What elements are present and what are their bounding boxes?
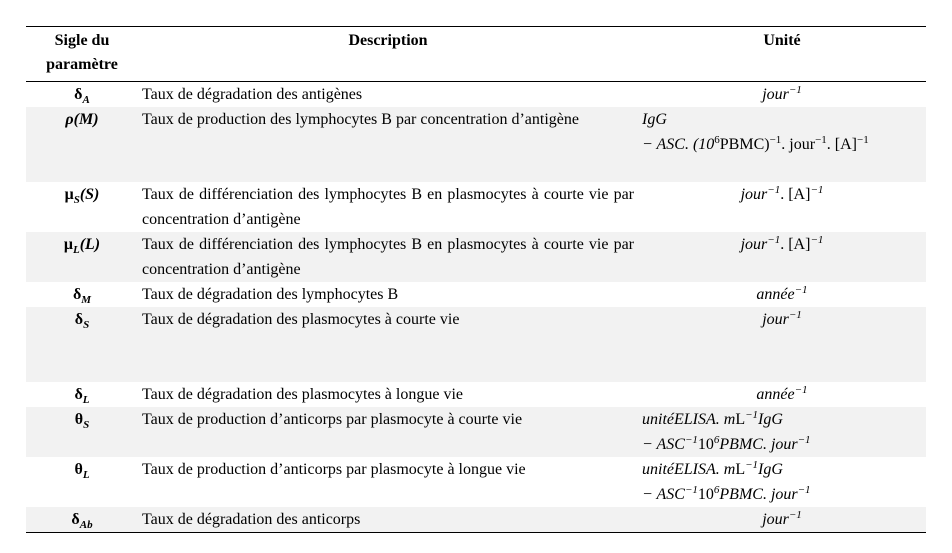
table-row: δL Taux de dégradation des plasmocytes à… — [26, 382, 926, 407]
header-parameter-symbol: Sigle du paramètre — [46, 32, 118, 73]
table-header-row: Sigle du paramètre Description Unité — [26, 26, 926, 82]
table-row: δA Taux de dégradation des antigènes jou… — [26, 82, 926, 108]
parameter-table: Sigle du paramètre Description Unité δA … — [26, 26, 926, 533]
table-row: ρ(M) Taux de production des lymphocytes … — [26, 107, 926, 182]
parameter-description: Taux de dégradation des plasmocytes à co… — [138, 307, 638, 382]
header-description: Description — [348, 32, 428, 49]
parameter-description: Taux de production des lymphocytes B par… — [138, 107, 638, 182]
parameter-unit: année−1 — [756, 384, 808, 404]
parameter-symbol: θS — [26, 407, 138, 457]
parameter-symbol: θL — [74, 461, 90, 481]
parameter-symbol: μL(L) — [26, 232, 138, 282]
table-row: θS Taux de production d’anticorps par pl… — [26, 407, 926, 457]
parameter-symbol: ρ(M) — [26, 107, 138, 182]
parameter-unit: jour−1. [A]−1 — [638, 232, 926, 282]
parameter-unit: unitéELISA. mL−1IgG − ASC−1106PBMC. jour… — [638, 407, 926, 457]
table-row: δAb Taux de dégradation des anticorps jo… — [26, 507, 926, 533]
parameter-unit: jour−1 — [638, 307, 926, 382]
table-row: μL(L) Taux de différenciation des lympho… — [26, 232, 926, 282]
parameter-description: Taux de différenciation des lymphocytes … — [138, 232, 638, 282]
parameter-unit: jour−1 — [638, 507, 926, 533]
parameter-symbol: μS(S) — [64, 186, 100, 206]
parameter-symbol: δL — [74, 386, 90, 406]
parameter-symbol: δS — [26, 307, 138, 382]
parameter-description: Taux de dégradation des antigènes — [142, 86, 363, 103]
parameter-unit: IgG − ASC. (106PBMC)−1. jour−1. [A]−1 — [638, 107, 926, 182]
table-row: δM Taux de dégradation des lymphocytes B… — [26, 282, 926, 307]
parameter-description: Taux de différenciation des lymphocytes … — [142, 186, 634, 228]
parameter-description: Taux de dégradation des plasmocytes à lo… — [142, 386, 463, 403]
header-unit: Unité — [763, 32, 801, 49]
table-row: θL Taux de production d’anticorps par pl… — [26, 457, 926, 507]
parameter-symbol: δM — [72, 286, 92, 306]
parameter-unit: unitéELISA. mL−1IgG − ASC−1106PBMC. jour… — [642, 459, 811, 504]
parameter-description: Taux de dégradation des anticorps — [138, 507, 638, 533]
table-row: δS Taux de dégradation des plasmocytes à… — [26, 307, 926, 382]
parameter-unit: jour−1. [A]−1 — [740, 184, 824, 204]
parameter-unit: jour−1 — [762, 84, 802, 104]
parameter-description: Taux de dégradation des lymphocytes B — [142, 286, 399, 303]
parameter-unit: année−1 — [756, 284, 808, 304]
parameter-symbol: δA — [74, 86, 90, 106]
table-row: μS(S) Taux de différenciation des lympho… — [26, 182, 926, 232]
parameter-description: Taux de production d’anticorps par plasm… — [138, 407, 638, 457]
parameter-symbol: δAb — [26, 507, 138, 533]
parameter-description: Taux de production d’anticorps par plasm… — [142, 461, 526, 478]
